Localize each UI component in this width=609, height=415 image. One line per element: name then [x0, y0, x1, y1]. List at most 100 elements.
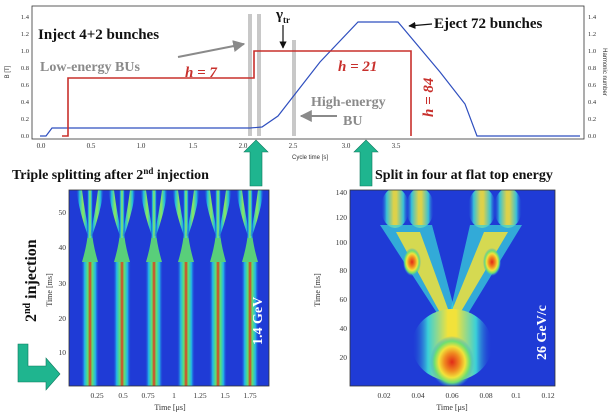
right-x-tick: 0.12	[541, 391, 554, 400]
left-y-tick: 30	[59, 279, 67, 288]
right-merged-core	[430, 336, 474, 386]
left-y-tick: 20	[59, 314, 67, 323]
top-y-left-axis-label: B [T]	[5, 65, 11, 78]
right-heatmap-features	[380, 190, 522, 386]
field-curve	[40, 21, 580, 137]
top-y-left-tick: 1.0	[21, 48, 29, 55]
high-energy-bu-label-line2: BU	[343, 114, 362, 129]
right-x-axis-label: Time [μs]	[436, 403, 468, 412]
top-y-right-tick: 0.8	[588, 65, 596, 72]
right-split-lobe	[406, 190, 434, 228]
h84-label: h = 84	[421, 77, 437, 117]
right-x-tick: 0.1	[511, 391, 521, 400]
left-x-tick: 0.25	[90, 391, 103, 400]
split-branch	[87, 190, 93, 238]
connector-arrows	[243, 139, 379, 187]
top-y-left-tick: 0.0	[21, 133, 29, 140]
right-y-tick: 80	[340, 266, 348, 275]
low-energy-bu-bar	[248, 14, 252, 136]
split-branch	[186, 190, 200, 236]
low-energy-bu-label: Low-energy BUs	[40, 60, 140, 75]
top-x-tick: 3.5	[392, 142, 401, 150]
right-x-ticks: 0.02 0.04 0.06 0.08 0.1 0.12	[377, 391, 554, 400]
left-y-tick: 50	[59, 208, 67, 217]
top-x-tick: 2.5	[289, 142, 298, 150]
bunch-column	[241, 262, 259, 386]
right-panel-caption: Split in four at flat top energy	[375, 168, 553, 183]
split-branch	[151, 190, 157, 238]
right-y-tick: 60	[340, 295, 348, 304]
right-heatmap: 26 GeV/c 20 40 60 80 100 120 140 Time [m…	[313, 188, 556, 412]
top-y-left-tick: 0.8	[21, 65, 29, 72]
right-hotspot	[403, 248, 421, 276]
low-energy-bu-bar	[257, 14, 261, 136]
split-branch	[183, 190, 189, 238]
side-label-sup: nd	[22, 302, 33, 314]
right-y-tick: 20	[340, 353, 348, 362]
split-branch	[154, 190, 168, 236]
split-branch	[90, 190, 104, 236]
right-split-lobe	[468, 190, 496, 228]
left-heatmap-frame	[68, 189, 270, 387]
split-branch	[122, 190, 136, 236]
left-x-tick: 1.75	[243, 391, 256, 400]
top-y-left-tick: 0.4	[21, 99, 30, 106]
top-x-tick: 0.5	[87, 142, 96, 150]
right-y-tick: 120	[336, 213, 348, 222]
bunch-column	[81, 262, 99, 386]
left-energy-label: 1.4 GeV	[251, 297, 266, 345]
top-y-right-tick: 0.0	[588, 133, 596, 140]
left-panel-caption: Triple splitting after 2nd injection	[12, 166, 209, 183]
left-y-tick: 10	[59, 348, 67, 357]
left-caption-pre: Triple splitting after 2	[12, 168, 143, 183]
up-arrow-left	[243, 139, 269, 187]
harmonic-curve	[62, 50, 412, 137]
top-x-tick: 2.0	[239, 142, 248, 150]
split-branch	[140, 190, 154, 236]
injection-arrow	[17, 343, 61, 391]
low-energy-bu-arrow	[177, 40, 246, 58]
left-heatmap-background	[69, 190, 269, 386]
right-y-ticks: 20 40 60 80 100 120 140	[336, 188, 348, 362]
right-x-tick: 0.06	[445, 391, 458, 400]
top-x-ticks: 0.0 0.5 1.0 1.5 2.0 2.5 3.0 3.5	[37, 142, 401, 150]
top-y-left-tick: 1.2	[21, 31, 29, 38]
split-branch	[172, 190, 186, 236]
bunch-trunk	[242, 232, 258, 262]
bunch-trunk	[82, 232, 98, 262]
left-x-axis-label: Time [μs]	[154, 403, 186, 412]
top-x-axis-label: Cycle time [s]	[292, 155, 328, 161]
top-x-tick: 1.0	[137, 142, 146, 150]
top-y-right-tick: 0.4	[588, 99, 597, 106]
right-x-tick: 0.04	[411, 391, 424, 400]
inject-label: Inject 4+2 bunches	[38, 27, 159, 43]
top-y-right-tick: 1.0	[588, 48, 596, 55]
gamma-subscript: tr	[283, 15, 290, 25]
top-y-right-tick: 1.4	[588, 14, 597, 21]
right-hotspot	[483, 248, 501, 276]
split-branch	[218, 190, 232, 236]
split-branch	[247, 190, 253, 238]
bunch-column	[145, 262, 163, 386]
top-y-left-ticks: 0.0 0.2 0.4 0.6 0.8 1.0 1.2 1.4	[21, 14, 30, 140]
eject-label: Eject 72 bunches	[434, 16, 542, 32]
eject-arrow	[408, 21, 433, 30]
top-x-tick: 3.0	[342, 142, 351, 150]
right-x-tick: 0.02	[377, 391, 390, 400]
up-arrow-right	[353, 139, 379, 187]
split-branch	[250, 190, 264, 236]
left-y-ticks: 10 20 30 40 50	[59, 208, 67, 357]
side-label-main: 2	[23, 314, 40, 322]
right-heatmap-frame	[349, 189, 556, 387]
split-branch	[236, 190, 250, 236]
left-caption-post: injection	[153, 168, 209, 183]
h7-label: h = 7	[185, 65, 217, 81]
top-y-right-axis-label: Harmonic number	[601, 48, 607, 96]
split-branch	[108, 190, 122, 236]
h21-label: h = 21	[338, 59, 377, 75]
left-heatmap-bands	[76, 190, 264, 386]
top-y-right-tick: 0.6	[588, 82, 597, 89]
bunch-column	[177, 262, 195, 386]
